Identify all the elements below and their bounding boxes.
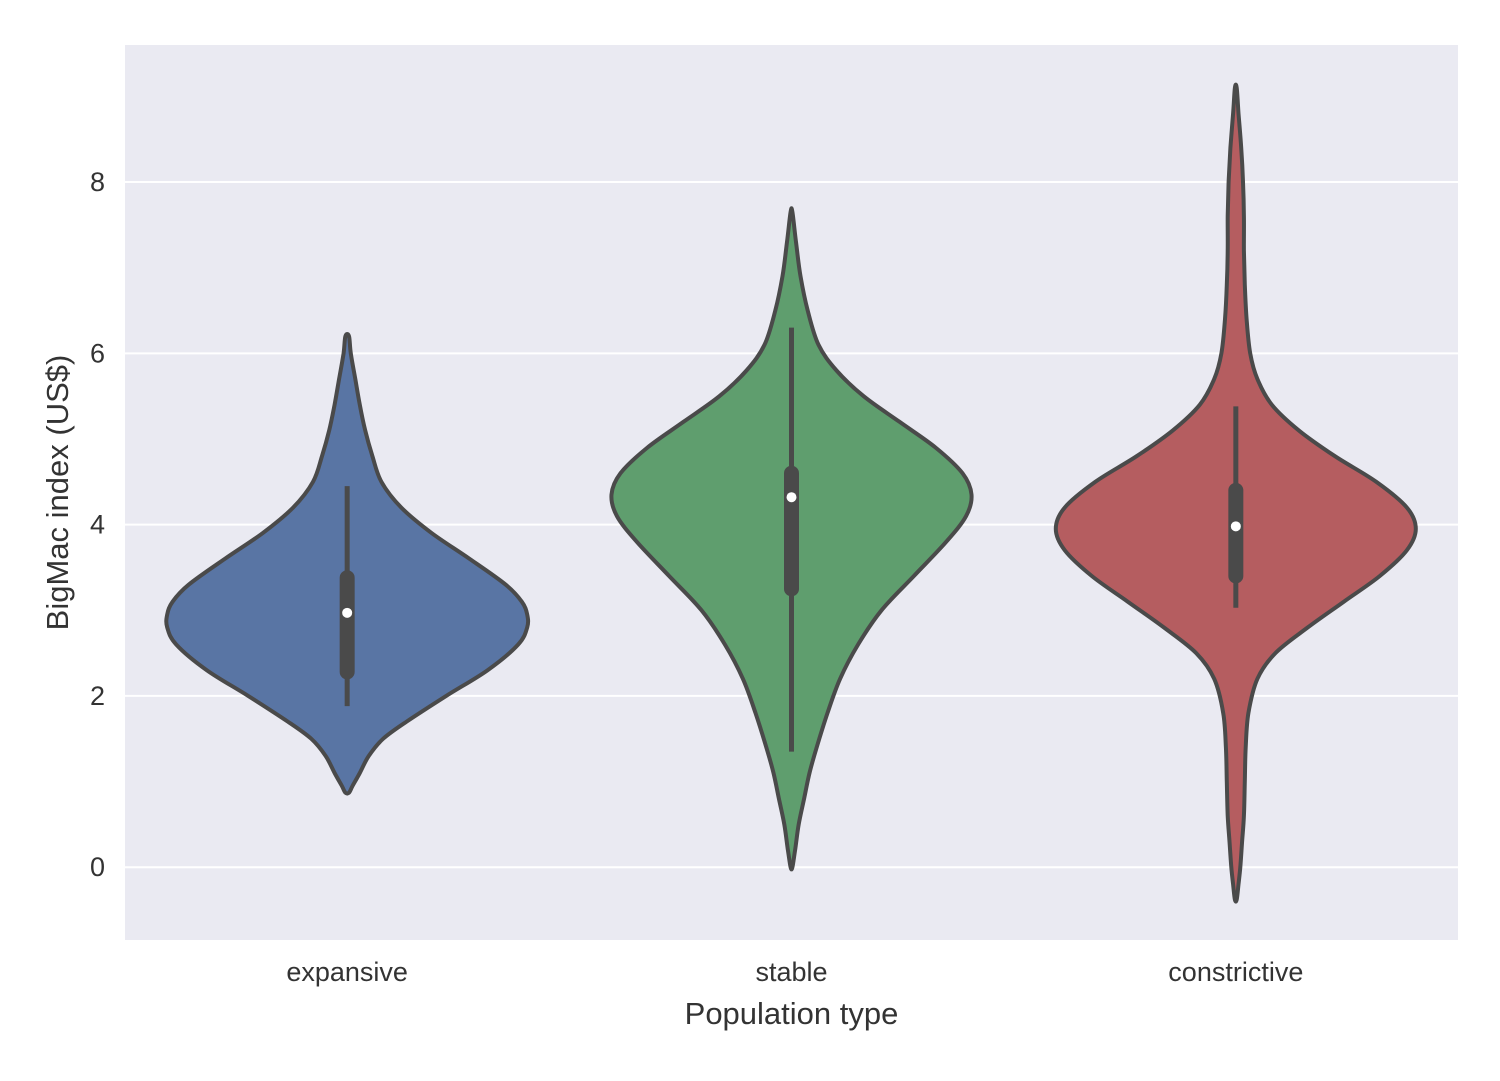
violin-stable [609, 206, 974, 872]
x-tick-labels: expansive stable constrictive [286, 957, 1303, 987]
x-tick-label-constrictive: constrictive [1168, 957, 1303, 987]
x-tick-label-expansive: expansive [286, 957, 408, 987]
violins [164, 82, 1418, 904]
y-axis-title: BigMac index (US$) [40, 355, 75, 631]
median-dot [786, 492, 797, 503]
y-tick-label: 6 [90, 338, 105, 368]
x-axis-title: Population type [685, 996, 899, 1031]
median-dot [1230, 521, 1241, 532]
violin-expansive [164, 332, 531, 796]
y-tick-label: 4 [90, 510, 105, 540]
y-tick-label: 2 [90, 681, 105, 711]
median-dot [342, 607, 353, 618]
x-tick-label-stable: stable [755, 957, 827, 987]
y-tick-label: 0 [90, 852, 105, 882]
violin-constrictive [1053, 82, 1418, 904]
y-tick-labels: 0 2 4 6 8 [90, 167, 105, 882]
y-tick-label: 8 [90, 167, 105, 197]
